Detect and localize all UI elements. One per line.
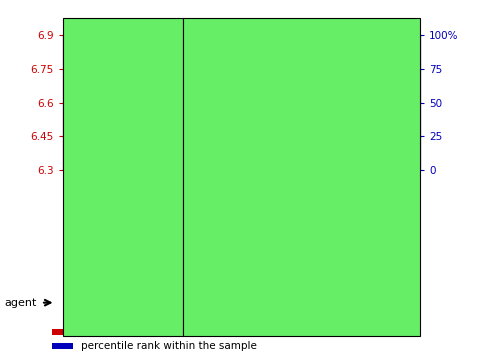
Text: GSM665785: GSM665785 — [340, 202, 349, 251]
Bar — [189, 154, 206, 170]
Bar — [363, 172, 384, 282]
Bar — [71, 109, 89, 170]
Text: agent: agent — [5, 298, 37, 308]
Text: control: control — [224, 171, 268, 183]
Bar — [159, 112, 177, 170]
Bar — [335, 127, 353, 170]
Text: GSM665788: GSM665788 — [164, 202, 173, 251]
Bar — [128, 172, 149, 282]
Bar — [277, 152, 294, 170]
Bar — [99, 172, 120, 282]
Title: GDS5198 / ILMN_1356175: GDS5198 / ILMN_1356175 — [159, 21, 324, 34]
Bar — [187, 172, 208, 282]
Text: GSM665770: GSM665770 — [281, 202, 290, 251]
Bar — [306, 136, 324, 170]
Text: GSM665775: GSM665775 — [310, 202, 319, 251]
Bar — [392, 172, 413, 282]
Text: GSM665793: GSM665793 — [398, 202, 407, 251]
Bar — [247, 130, 265, 170]
Text: GSM665750: GSM665750 — [193, 202, 202, 251]
Text: GSM665771: GSM665771 — [105, 202, 114, 251]
Bar — [130, 112, 148, 170]
Bar — [218, 85, 236, 170]
Bar — [334, 172, 355, 282]
Bar — [365, 134, 382, 170]
Bar — [53, 343, 73, 349]
Bar — [246, 172, 267, 282]
Bar — [70, 172, 91, 282]
Bar — [158, 172, 179, 282]
Bar — [101, 109, 118, 170]
Text: GSM665774: GSM665774 — [134, 202, 143, 251]
Bar — [275, 172, 296, 282]
Text: transformed count: transformed count — [81, 327, 178, 337]
Text: GSM665769: GSM665769 — [252, 202, 261, 251]
Bar — [53, 329, 73, 335]
Text: GSM665761: GSM665761 — [76, 202, 85, 251]
Bar — [394, 103, 412, 170]
Text: GSM665754: GSM665754 — [222, 202, 231, 251]
Text: GSM665792: GSM665792 — [369, 202, 378, 251]
Text: percentile rank within the sample: percentile rank within the sample — [81, 341, 257, 352]
Bar — [304, 172, 325, 282]
Bar — [216, 172, 237, 282]
